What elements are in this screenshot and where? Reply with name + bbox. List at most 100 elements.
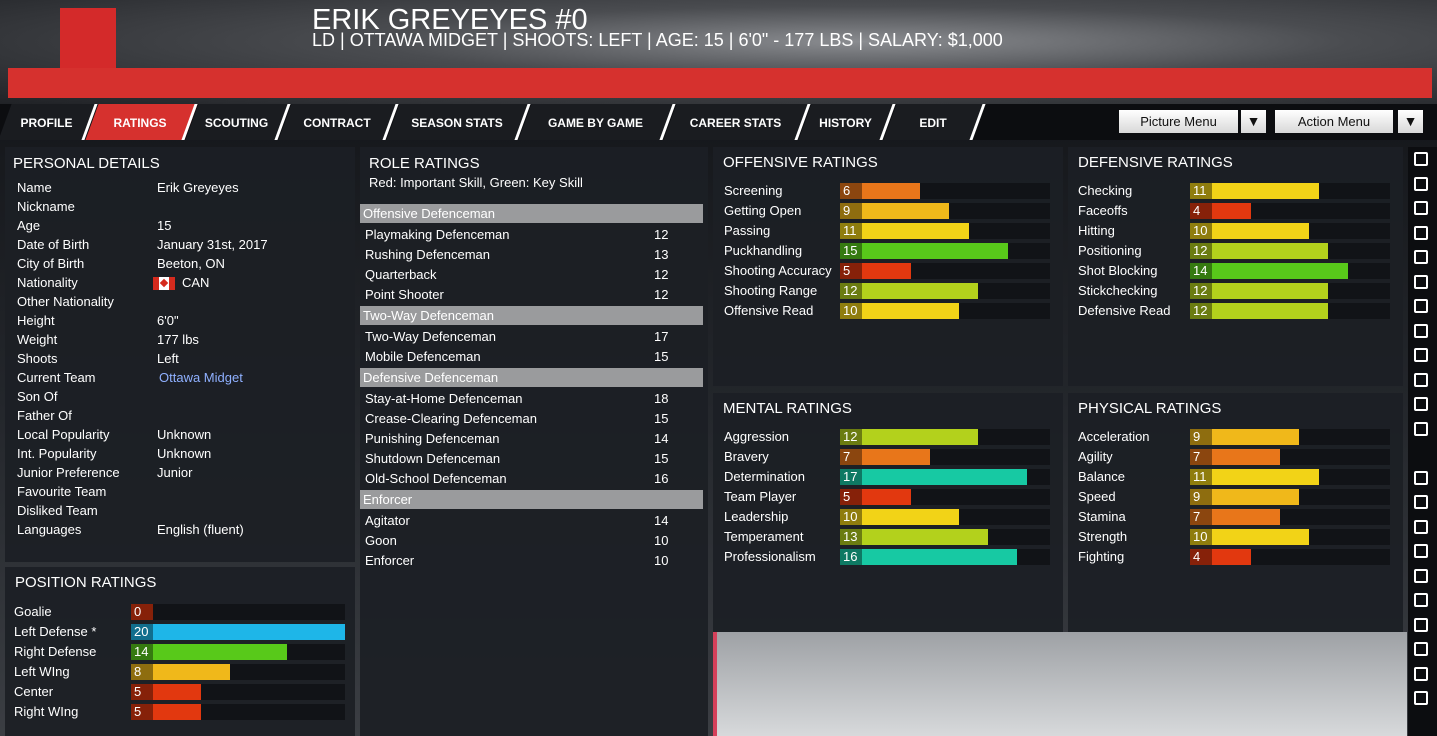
sidebar-icon[interactable] [1414, 544, 1428, 558]
red-band [8, 68, 1432, 98]
sidebar-icon[interactable] [1414, 201, 1428, 215]
detail-value: 177 lbs [157, 332, 199, 347]
panel: DEFENSIVE RATINGS Checking 11 Faceoffs 4 Hitt… [1068, 147, 1403, 386]
detail-label: Local Popularity [17, 427, 110, 442]
panel: PHYSICAL RATINGS Acceleration 9 Agility 7 Bal… [1068, 393, 1403, 632]
panel: ROLE RATINGS Red: Important Skill, Green:… [360, 147, 708, 736]
sidebar-icon[interactable] [1414, 519, 1428, 534]
rating-bar [1212, 303, 1329, 319]
menu-button[interactable]: Action Menu [1275, 110, 1393, 133]
sidebar-icon[interactable] [1414, 176, 1428, 191]
role-name: Enforcer [365, 553, 415, 568]
rating-bar [862, 243, 1008, 259]
rating-value: 7 [1190, 449, 1212, 465]
group-header: Defensive Defenceman [360, 368, 703, 387]
rating-value: 8 [131, 664, 153, 680]
rink [713, 632, 1407, 736]
sidebar-icon[interactable] [1414, 397, 1428, 411]
rating-name: Positioning [1078, 243, 1142, 258]
rating-bar [1212, 509, 1280, 525]
detail-label: Disliked Team [17, 503, 98, 518]
detail-label: Weight [17, 332, 58, 347]
sidebar-icon[interactable] [1414, 348, 1428, 362]
rating-bar [862, 469, 1027, 485]
sidebar-icon[interactable] [1414, 642, 1428, 656]
tab[interactable]: SCOUTING [185, 104, 291, 140]
tab[interactable]: CONTRACT [278, 104, 399, 140]
rating-value: 14 [1190, 263, 1212, 279]
rating-name: Leadership [724, 509, 789, 524]
sidebar-icon[interactable] [1414, 568, 1428, 583]
group-header: Two-Way Defenceman [360, 306, 703, 325]
tab[interactable]: CAREER STATS [663, 104, 811, 140]
sidebar [1408, 147, 1437, 736]
team-link[interactable]: Ottawa Midget [159, 370, 243, 385]
detail-value: Unknown [157, 427, 212, 442]
menu-dropdown[interactable]: ▼ [1241, 110, 1266, 133]
menu-dropdown[interactable]: ▼ [1398, 110, 1423, 133]
sidebar-icon[interactable] [1414, 666, 1428, 681]
tab[interactable]: SEASON STATS [386, 104, 531, 140]
rating-bar [153, 664, 230, 680]
tab-label: CONTRACT [303, 116, 371, 130]
detail-label: Son Of [17, 389, 58, 404]
rating-bar [862, 549, 1018, 565]
panel-title: MENTAL RATINGS [723, 400, 852, 417]
rating-value: 10 [840, 509, 862, 525]
rating-value: 12 [840, 283, 862, 299]
detail-value: Beeton, ON [157, 256, 225, 271]
tab[interactable]: HISTORY [798, 104, 896, 140]
rating-value: 17 [840, 469, 862, 485]
rating-bar [153, 624, 345, 640]
sidebar-icon[interactable] [1414, 372, 1428, 387]
rating-name: Team Player [724, 489, 797, 504]
rink-line [713, 632, 717, 736]
rating-name: Stamina [1078, 509, 1126, 524]
rating-value: 5 [840, 263, 862, 279]
sidebar-icon[interactable] [1414, 617, 1428, 632]
role-name: Mobile Defenceman [365, 349, 481, 364]
tab-label: RATINGS [113, 116, 167, 130]
rating-value: 9 [840, 203, 862, 219]
role-name: Quarterback [365, 267, 437, 282]
rating-value: 12 [840, 429, 862, 445]
tab-label: SEASON STATS [411, 116, 503, 130]
rating-name: Defensive Read [1078, 303, 1171, 318]
rating-bar [862, 223, 969, 239]
sidebar-icon[interactable] [1414, 225, 1428, 240]
sidebar-icon[interactable] [1414, 470, 1428, 485]
rating-name: Right WIng [14, 704, 79, 719]
menu-button[interactable]: Picture Menu [1119, 110, 1238, 133]
rating-name: Shooting Range [724, 283, 818, 298]
detail-label: Current Team [17, 370, 96, 385]
player-info: LD | OTTAWA MIDGET | SHOOTS: LEFT | AGE:… [312, 30, 1003, 50]
tab[interactable]: GAME BY GAME [518, 104, 676, 140]
rating-value: 10 [840, 303, 862, 319]
sidebar-icon[interactable] [1414, 323, 1428, 338]
rating-name: Acceleration [1078, 429, 1150, 444]
sidebar-icon[interactable] [1414, 299, 1428, 313]
panel-title: OFFENSIVE RATINGS [723, 154, 878, 171]
sidebar-icon[interactable] [1414, 250, 1428, 264]
sidebar-icon[interactable] [1414, 691, 1428, 705]
sidebar-icon[interactable] [1414, 495, 1428, 509]
panel-title: DEFENSIVE RATINGS [1078, 154, 1233, 171]
detail-label: Name [17, 180, 52, 195]
panel-title: POSITION RATINGS [15, 574, 157, 591]
sidebar-icon[interactable] [1414, 152, 1428, 166]
rating-value: 5 [131, 704, 153, 720]
rating-value: 16 [840, 549, 862, 565]
rating-name: Aggression [724, 429, 790, 444]
rating-value: 9 [1190, 429, 1212, 445]
detail-label: Date of Birth [17, 237, 90, 252]
detail-label: Favourite Team [17, 484, 107, 499]
detail-label: Height [17, 313, 55, 328]
rating-name: Goalie [14, 604, 52, 619]
sidebar-icon[interactable] [1414, 593, 1428, 607]
tab[interactable]: RATINGS [85, 104, 198, 140]
rating-name: Checking [1078, 183, 1133, 198]
tab[interactable]: PROFILE [0, 104, 98, 140]
tab[interactable]: EDIT [883, 104, 986, 140]
sidebar-icon[interactable] [1414, 274, 1428, 289]
sidebar-icon[interactable] [1414, 421, 1428, 436]
